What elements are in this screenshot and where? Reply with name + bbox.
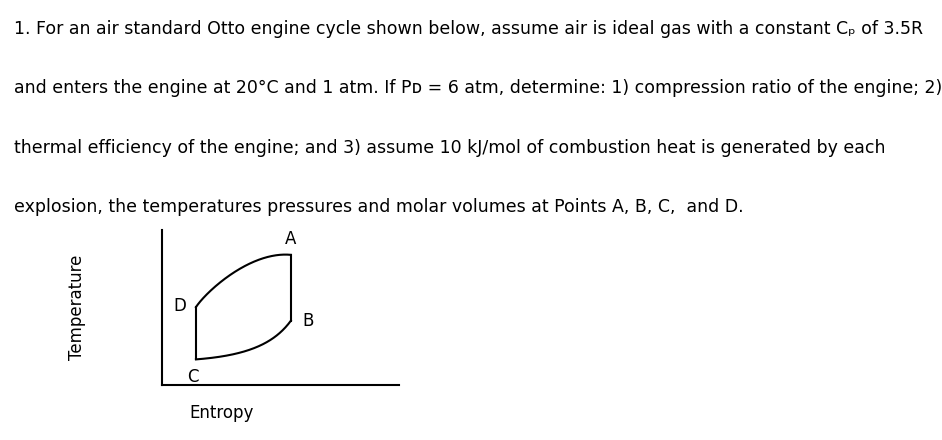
Text: Temperature: Temperature — [68, 254, 87, 360]
Text: A: A — [285, 230, 297, 248]
Text: Entropy: Entropy — [189, 404, 253, 422]
Text: thermal efficiency of the engine; and 3) assume 10 kJ/mol of combustion heat is : thermal efficiency of the engine; and 3)… — [14, 139, 885, 157]
Text: B: B — [302, 312, 314, 330]
Text: and enters the engine at 20°C and 1 atm. If Pᴅ = 6 atm, determine: 1) compressio: and enters the engine at 20°C and 1 atm.… — [14, 79, 942, 97]
Text: explosion, the temperatures pressures and molar volumes at Points A, B, C,  and : explosion, the temperatures pressures an… — [14, 198, 744, 216]
Text: 1. For an air standard Otto engine cycle shown below, assume air is ideal gas wi: 1. For an air standard Otto engine cycle… — [14, 20, 923, 38]
Text: C: C — [187, 368, 199, 386]
Text: D: D — [173, 297, 186, 315]
